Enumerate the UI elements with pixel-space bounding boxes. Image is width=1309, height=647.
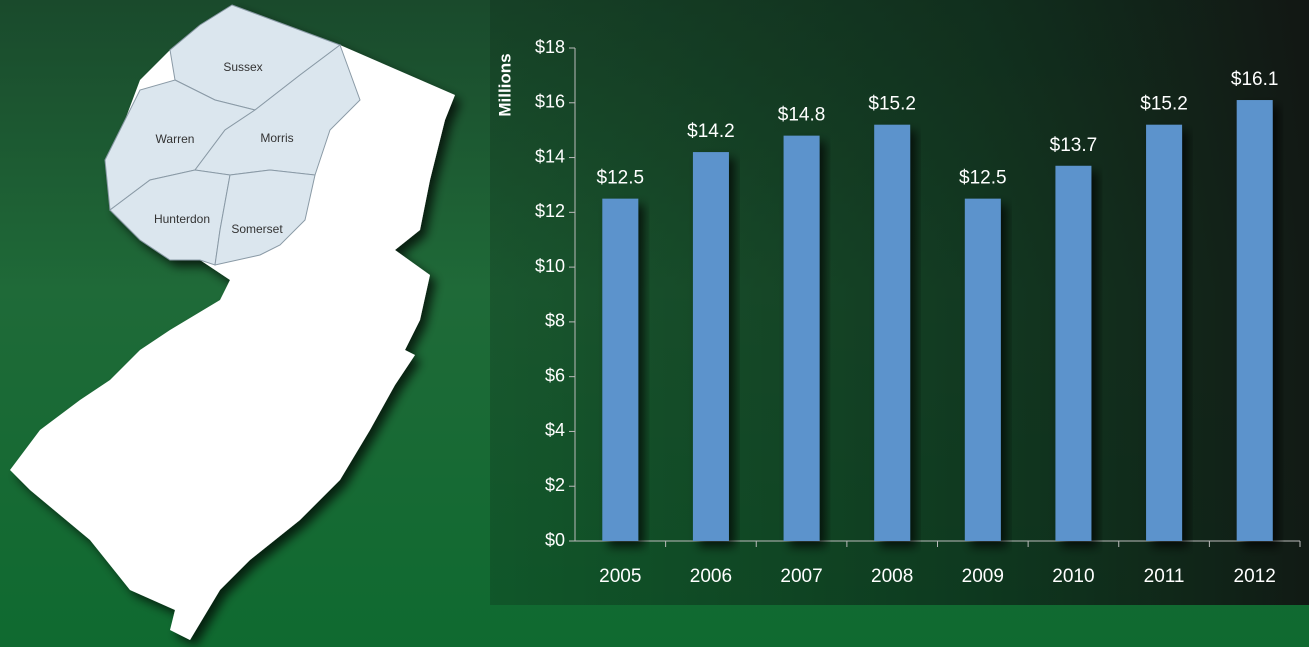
value-label: $16.1 xyxy=(1231,69,1279,90)
y-axis-label: Millions xyxy=(495,53,514,116)
bar xyxy=(1055,166,1091,541)
bar xyxy=(693,152,729,541)
bar xyxy=(784,136,820,541)
y-tick-label: $8 xyxy=(545,311,565,331)
value-label: $13.7 xyxy=(1050,135,1098,156)
x-tick-label: 2012 xyxy=(1234,566,1276,587)
bar xyxy=(965,199,1001,541)
county-label: Hunterdon xyxy=(154,212,210,226)
page: Sussex Warren Morris Hunterdon Somerset Milli… xyxy=(0,0,1309,647)
x-tick-label: 2006 xyxy=(690,566,732,587)
county-label: Morris xyxy=(260,131,293,145)
y-tick-label: $6 xyxy=(545,365,565,385)
y-tick-label: $18 xyxy=(535,37,565,57)
y-tick-label: $14 xyxy=(535,146,565,166)
x-tick-label: 2011 xyxy=(1144,566,1185,587)
x-tick-label: 2010 xyxy=(1052,566,1094,587)
county-label: Sussex xyxy=(223,60,262,74)
value-label: $14.8 xyxy=(778,105,826,126)
x-tick-label: 2005 xyxy=(599,566,641,587)
y-tick-label: $10 xyxy=(535,256,565,276)
bar xyxy=(874,125,910,541)
county-label: Warren xyxy=(156,132,195,146)
y-tick-label: $4 xyxy=(545,420,565,440)
value-label: $14.2 xyxy=(687,121,735,142)
value-label: $12.5 xyxy=(959,168,1007,189)
bar xyxy=(1146,125,1182,541)
value-label: $15.2 xyxy=(868,94,916,115)
county-label: Somerset xyxy=(231,222,283,236)
bar xyxy=(602,199,638,541)
value-label: $12.5 xyxy=(597,168,645,189)
y-tick-label: $2 xyxy=(545,475,565,495)
y-tick-label: $0 xyxy=(545,530,565,550)
value-label: $15.2 xyxy=(1140,94,1188,115)
x-tick-label: 2008 xyxy=(871,566,913,587)
x-tick-label: 2007 xyxy=(780,566,822,587)
y-tick-label: $12 xyxy=(535,201,565,221)
x-tick-label: 2009 xyxy=(962,566,1004,587)
y-tick-label: $16 xyxy=(535,92,565,112)
bar xyxy=(1237,100,1273,541)
